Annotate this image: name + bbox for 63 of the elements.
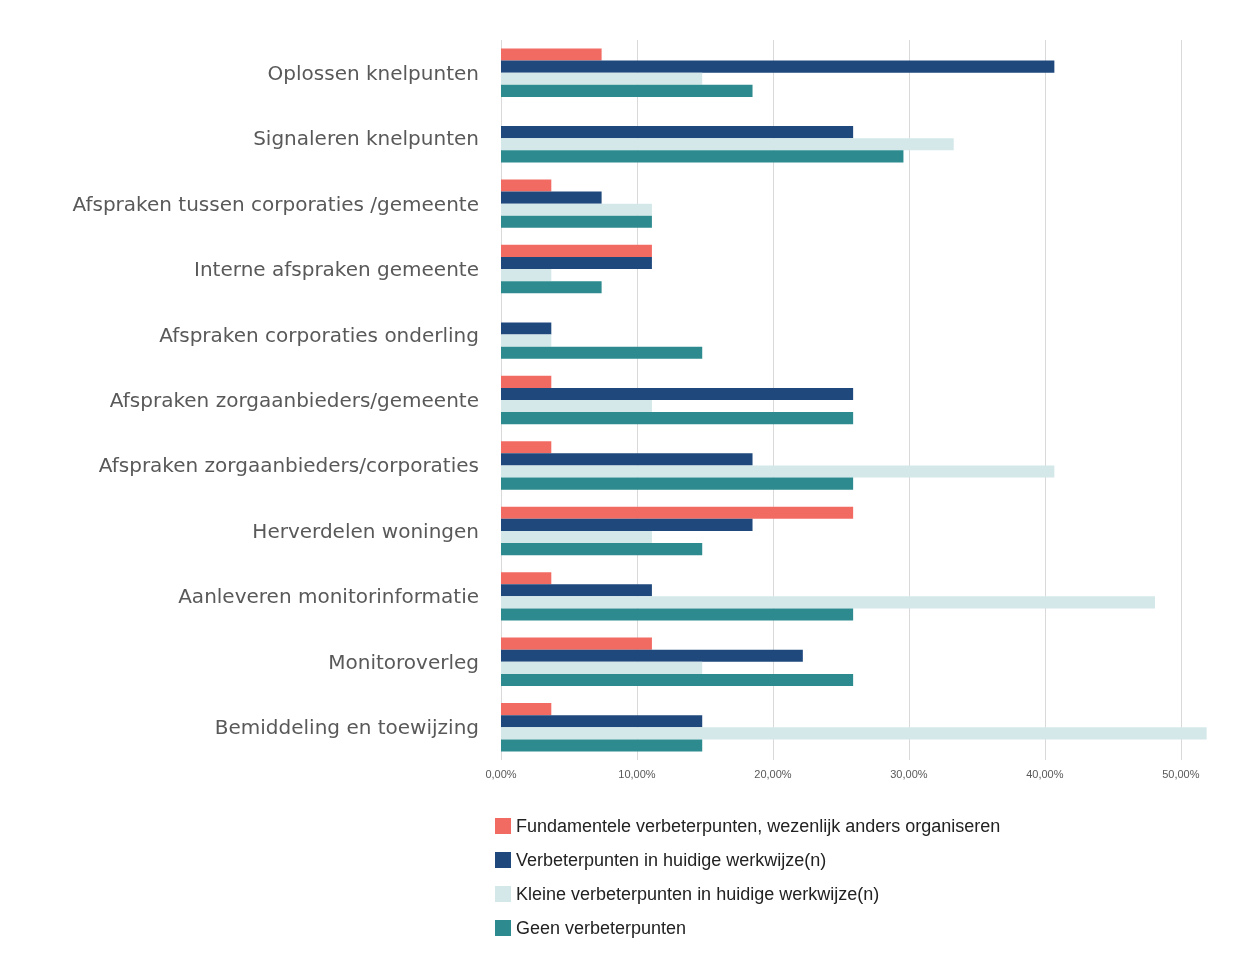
bar xyxy=(501,596,1155,609)
bar xyxy=(501,203,652,216)
y-tick-label: Herverdelen woningen xyxy=(252,518,479,543)
bar xyxy=(501,477,854,490)
y-tick-label: Afspraken tussen corporaties /gemeente xyxy=(72,191,479,216)
bar xyxy=(501,256,652,270)
bar xyxy=(501,334,552,347)
x-tick-label: 20,00% xyxy=(754,767,792,780)
bar xyxy=(501,441,552,454)
bar xyxy=(501,126,854,139)
bar xyxy=(501,703,552,716)
y-tick-label: Monitoroverleg xyxy=(328,649,479,674)
bar xyxy=(501,715,703,728)
bar xyxy=(501,661,703,674)
x-tick-label: 40,00% xyxy=(1026,767,1064,780)
legend-label: Verbeterpunten in huidige werkwijze(n) xyxy=(516,850,827,870)
bar xyxy=(501,530,652,544)
bar xyxy=(501,412,854,425)
bar xyxy=(501,608,854,621)
x-tick-label: 10,00% xyxy=(618,767,656,780)
bar xyxy=(501,179,552,192)
bar xyxy=(501,649,803,662)
bar xyxy=(501,387,854,400)
bar xyxy=(501,543,703,556)
bar xyxy=(501,150,904,163)
bar xyxy=(501,375,552,388)
bar xyxy=(501,84,753,97)
y-tick-label: Afspraken corporaties onderling xyxy=(159,322,479,347)
bar xyxy=(501,584,652,597)
bar xyxy=(501,400,652,413)
bar xyxy=(501,48,602,61)
bar xyxy=(501,60,1055,73)
bar xyxy=(501,453,753,466)
bar xyxy=(501,572,552,585)
bar xyxy=(501,727,1207,740)
legend-label: Kleine verbeterpunten in huidige werkwijze(n) xyxy=(516,884,880,904)
bar xyxy=(501,244,652,257)
bar xyxy=(501,346,703,359)
y-tick-label: Aanleveren monitorinformatie xyxy=(178,584,479,609)
bar xyxy=(501,281,602,294)
legend-label: Fundamentele verbeterpunten, wezenlijk anders organiseren xyxy=(516,816,1001,836)
bar xyxy=(501,138,954,151)
bar xyxy=(501,72,703,85)
bar xyxy=(501,518,753,531)
bar xyxy=(501,191,602,204)
x-tick-label: 30,00% xyxy=(890,767,928,780)
y-tick-label: Oplossen knelpunten xyxy=(267,60,479,85)
legend-label: Geen verbeterpunten xyxy=(516,918,687,938)
y-tick-label: Afspraken zorgaanbieders/gemeente xyxy=(109,388,479,412)
x-tick-label: 0,00% xyxy=(485,767,517,780)
x-tick-label: 50,00% xyxy=(1162,767,1200,780)
bar xyxy=(501,215,652,228)
bar xyxy=(501,739,703,752)
bar xyxy=(501,637,652,650)
bar xyxy=(501,322,552,335)
y-tick-label: Interne afspraken gemeente xyxy=(194,257,479,282)
y-tick-label: Bemiddeling en toewijzing xyxy=(214,715,479,740)
y-tick-label: Afspraken zorgaanbieders/corporaties xyxy=(98,453,479,478)
bar xyxy=(501,673,854,687)
y-tick-label: Signaleren knelpunten xyxy=(253,126,479,151)
bar xyxy=(501,465,1055,478)
bar xyxy=(501,269,552,282)
bar xyxy=(501,506,854,519)
